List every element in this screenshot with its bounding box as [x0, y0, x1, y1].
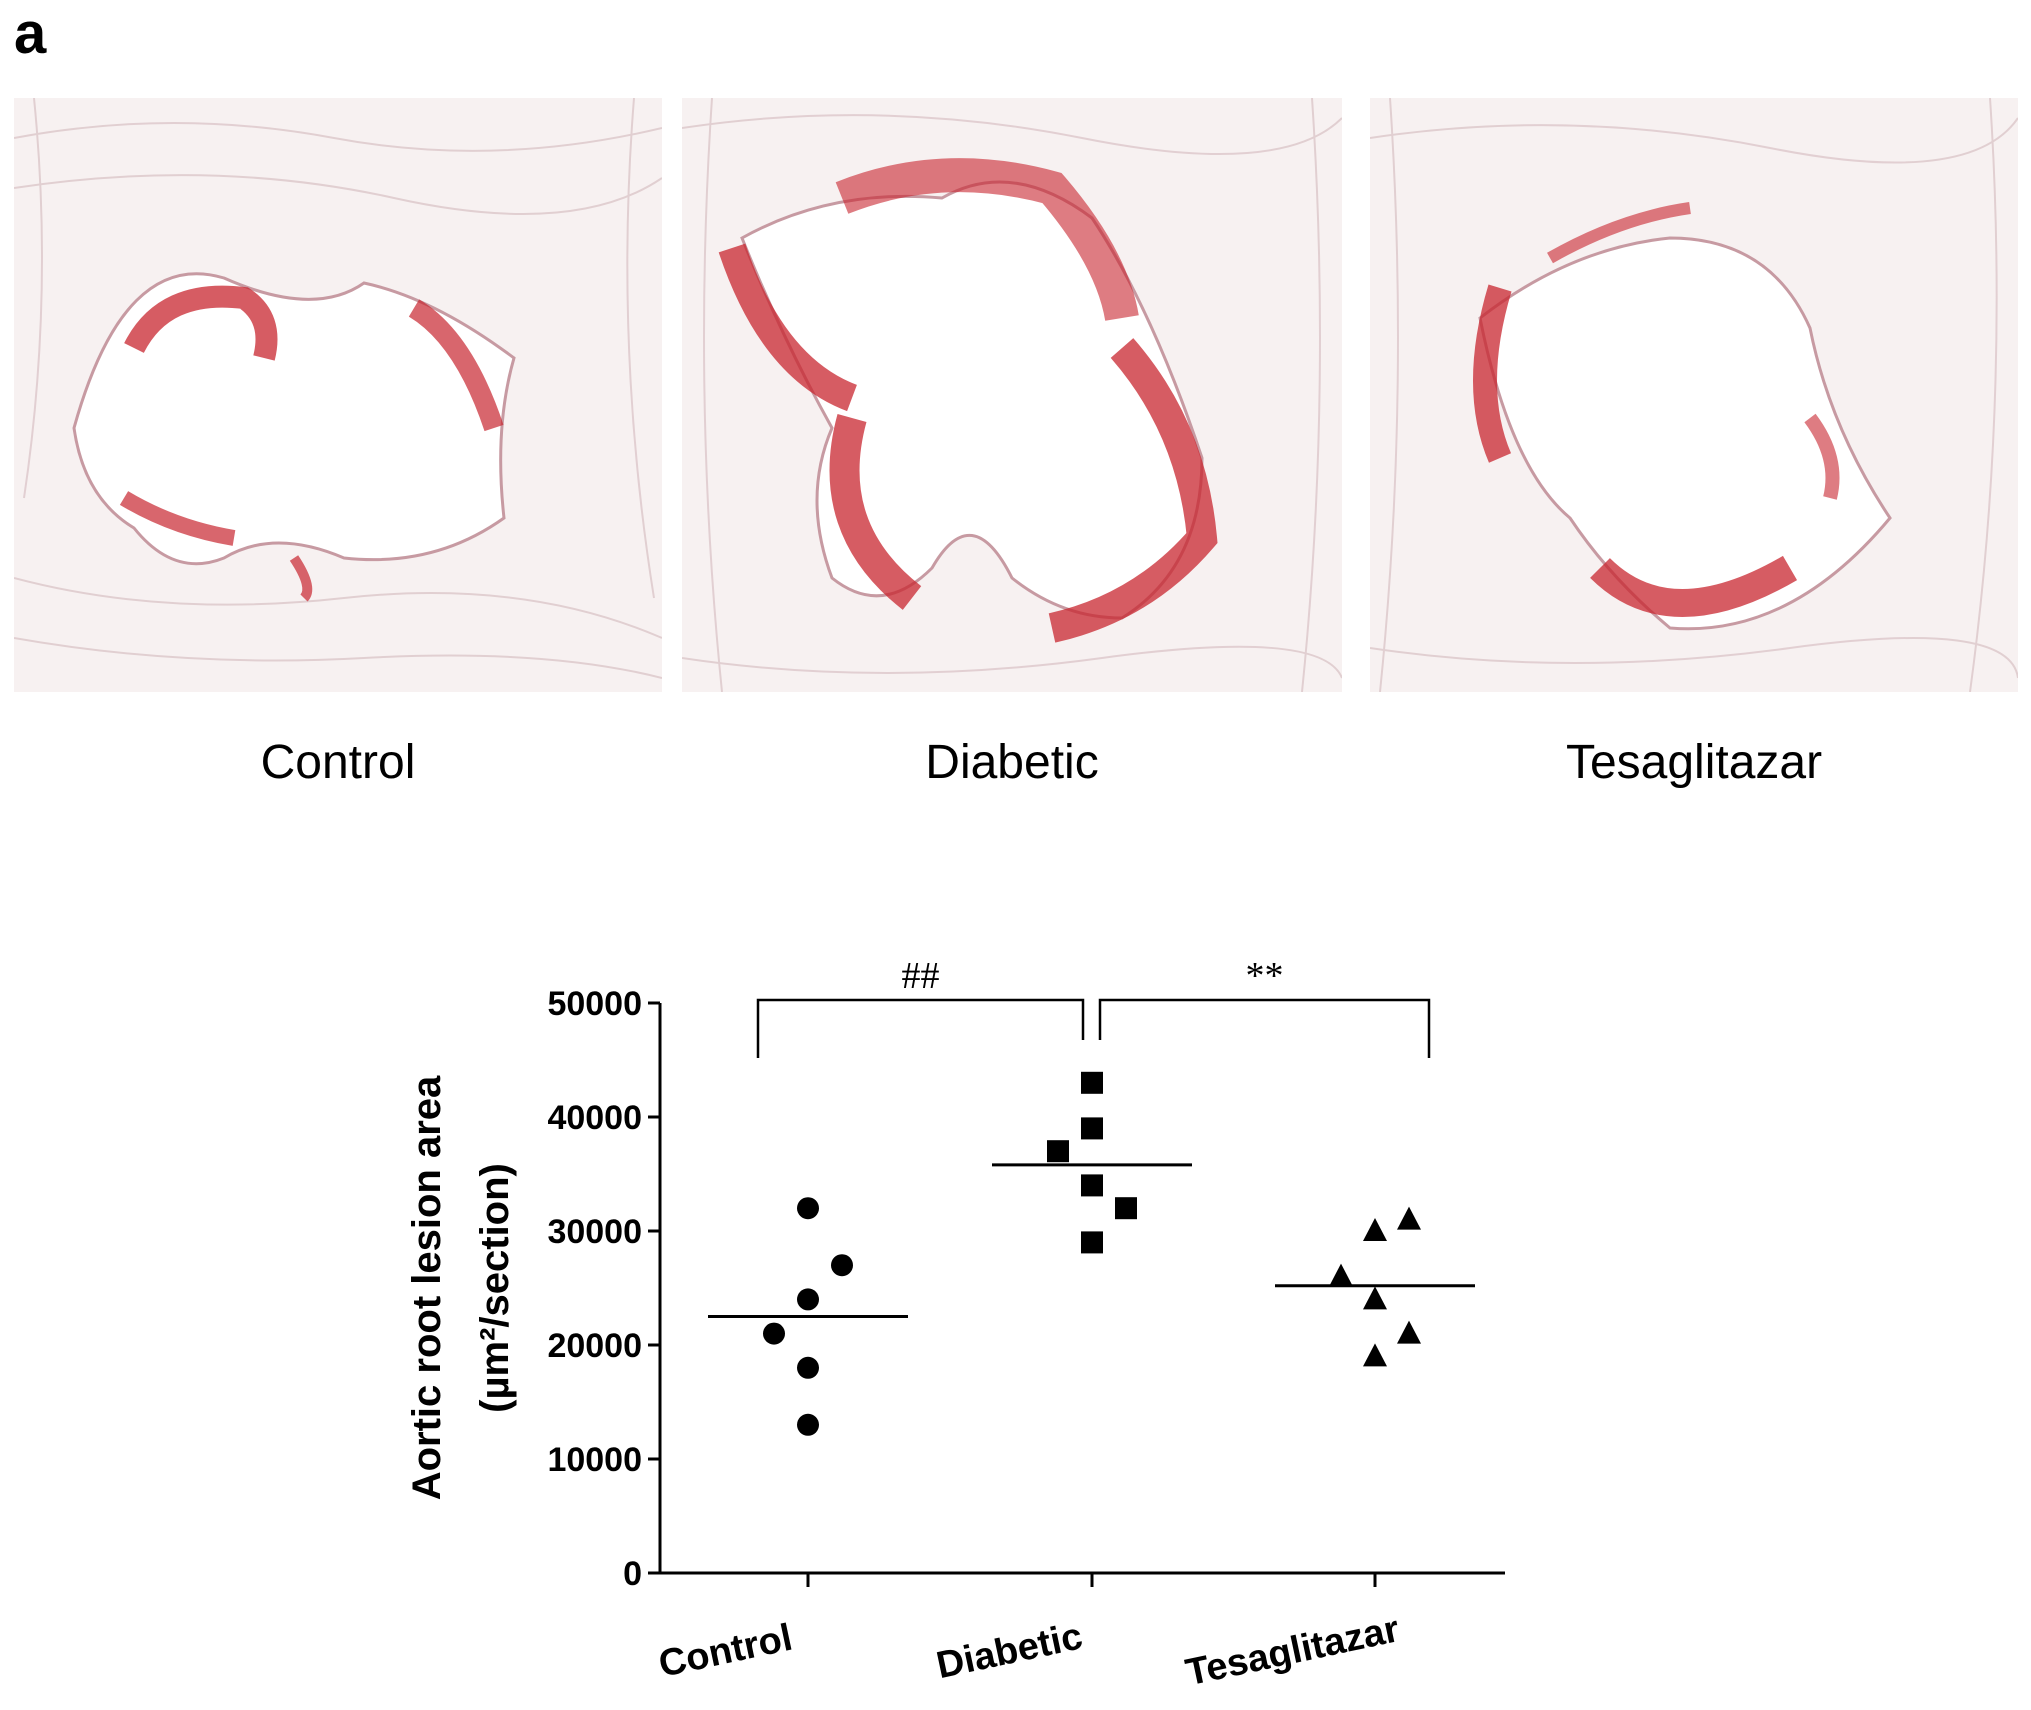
chart-labels: Aortic root lesion area (µm²/section) Cont…: [405, 955, 1403, 1694]
x-tick-label: Diabetic: [933, 1615, 1086, 1687]
data-point: [1397, 1206, 1421, 1230]
x-tick-label: Control: [655, 1617, 796, 1686]
micrograph-diabetic: [682, 98, 1342, 692]
y-tick-label: 10000: [547, 1441, 642, 1479]
y-tick-label: 30000: [547, 1213, 642, 1251]
data-point: [797, 1413, 819, 1436]
data-point: [1081, 1231, 1103, 1254]
data-point: [1363, 1218, 1387, 1241]
y-tick-label: 20000: [547, 1327, 642, 1365]
data-point: [1329, 1263, 1353, 1287]
x-tick-label: Tesaglitazar: [1182, 1608, 1403, 1694]
data-point: [797, 1356, 819, 1379]
data-point: [1081, 1071, 1103, 1094]
significance-label: **: [1246, 955, 1284, 997]
data-point: [1363, 1286, 1387, 1310]
micrograph-tesaglitazar: [1370, 98, 2018, 692]
chart-marks: [708, 998, 1475, 1436]
y-tick-label: 40000: [547, 1099, 642, 1137]
significance-bracket: [1098, 998, 1431, 1058]
data-point: [1081, 1174, 1103, 1197]
micrograph-control: [14, 98, 662, 692]
data-point: [797, 1197, 819, 1220]
micrograph-label-control: Control: [260, 736, 416, 789]
y-axis-label: Aortic root lesion area: [405, 1075, 449, 1500]
data-point: [1115, 1197, 1137, 1220]
y-axis-label-units: (µm²/section): [473, 1163, 517, 1413]
data-point: [1047, 1140, 1069, 1163]
chart-axes: 0 10000 20000 30000 40000 50000: [547, 985, 1505, 1593]
y-tick-label: 50000: [547, 985, 642, 1023]
data-point: [831, 1254, 853, 1277]
micrograph-label-tesaglitazar: Tesaglitazar: [1565, 736, 1823, 789]
significance-label: ##: [902, 955, 940, 997]
data-point: [1363, 1343, 1387, 1367]
panel-letter: a: [14, 1, 47, 66]
significance-bracket: [756, 998, 1085, 1058]
data-point: [797, 1288, 819, 1311]
micrograph-label-diabetic: Diabetic: [925, 736, 1099, 789]
data-point: [1081, 1117, 1103, 1140]
y-tick-label: 0: [623, 1555, 642, 1593]
data-point: [1397, 1320, 1421, 1344]
data-point: [763, 1322, 785, 1345]
